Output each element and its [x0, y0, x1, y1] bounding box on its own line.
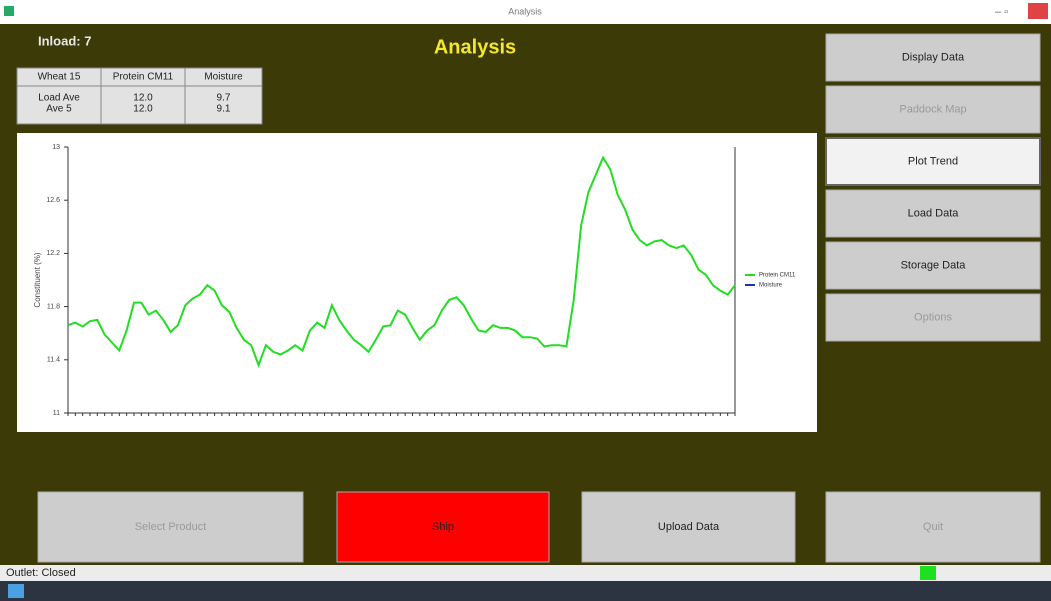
legend-label: Moisture	[759, 283, 783, 289]
button[interactable]: Ship	[336, 491, 550, 563]
y-tick-label: 12.6	[46, 197, 60, 204]
button: Quit	[825, 491, 1041, 563]
button[interactable]: Storage Data	[825, 241, 1041, 290]
button-face	[581, 491, 796, 563]
table-header: Wheat 15	[38, 72, 81, 83]
status-bar	[0, 565, 1051, 581]
button-label: Quit	[923, 521, 943, 533]
window-controls[interactable]: – ▫	[995, 6, 1008, 18]
table-cell	[100, 85, 186, 125]
button: Options	[825, 293, 1041, 342]
taskbar	[0, 581, 1051, 601]
button-face	[825, 491, 1041, 563]
button-label: Load Data	[908, 207, 960, 219]
button[interactable]: Plot Trend	[825, 137, 1041, 186]
table-value: Ave 5	[46, 104, 72, 115]
y-tick-label: 11.8	[47, 303, 60, 310]
button-label: Select Product	[135, 521, 207, 533]
table-cell	[16, 85, 102, 125]
button[interactable]: Display Data	[825, 33, 1041, 82]
table-value: 12.0	[133, 104, 153, 115]
y-tick-label: 11	[53, 410, 60, 417]
table-header: Moisture	[204, 72, 243, 83]
table-value: 12.0	[133, 93, 153, 104]
table-value: 9.7	[217, 93, 231, 104]
app-icon	[4, 6, 14, 16]
table-value: 9.1	[217, 104, 231, 115]
table-cell	[184, 85, 263, 125]
table-value: Load Ave	[38, 93, 80, 104]
table-header: Protein CM11	[113, 72, 174, 83]
chart-panel	[17, 133, 817, 432]
status-indicator	[920, 566, 936, 580]
button-face	[825, 189, 1041, 238]
button-face	[37, 491, 304, 563]
inload-label: Inload: 7	[38, 33, 91, 48]
button-face	[825, 33, 1041, 82]
button[interactable]: Load Data	[825, 189, 1041, 238]
start-button[interactable]	[8, 584, 24, 598]
button-face	[825, 137, 1041, 186]
y-tick-label: 11.4	[47, 357, 60, 364]
y-axis-label: Constituent (%)	[33, 252, 42, 307]
button-face	[336, 491, 550, 563]
button-face	[825, 85, 1041, 134]
button-label: Paddock Map	[899, 103, 966, 115]
button-face	[825, 293, 1041, 342]
page-title: Analysis	[434, 36, 516, 58]
title-bar	[0, 0, 1051, 24]
button-label: Ship	[432, 521, 454, 533]
button: Paddock Map	[825, 85, 1041, 134]
button: Select Product	[37, 491, 304, 563]
status-text: Outlet: Closed	[6, 567, 76, 579]
y-tick-label: 12.2	[46, 250, 60, 257]
button-label: Plot Trend	[908, 155, 958, 167]
button-label: Upload Data	[658, 521, 720, 533]
y-tick-label: 13	[52, 144, 60, 151]
button-face	[825, 241, 1041, 290]
button[interactable]: Upload Data	[581, 491, 796, 563]
legend-label: Protein CM11	[759, 273, 796, 279]
button-label: Options	[914, 311, 952, 323]
window-title: Analysis	[508, 6, 542, 16]
button-label: Display Data	[902, 51, 965, 63]
button-label: Storage Data	[901, 259, 967, 271]
data-line	[67, 155, 736, 368]
close-button[interactable]	[1028, 3, 1048, 19]
